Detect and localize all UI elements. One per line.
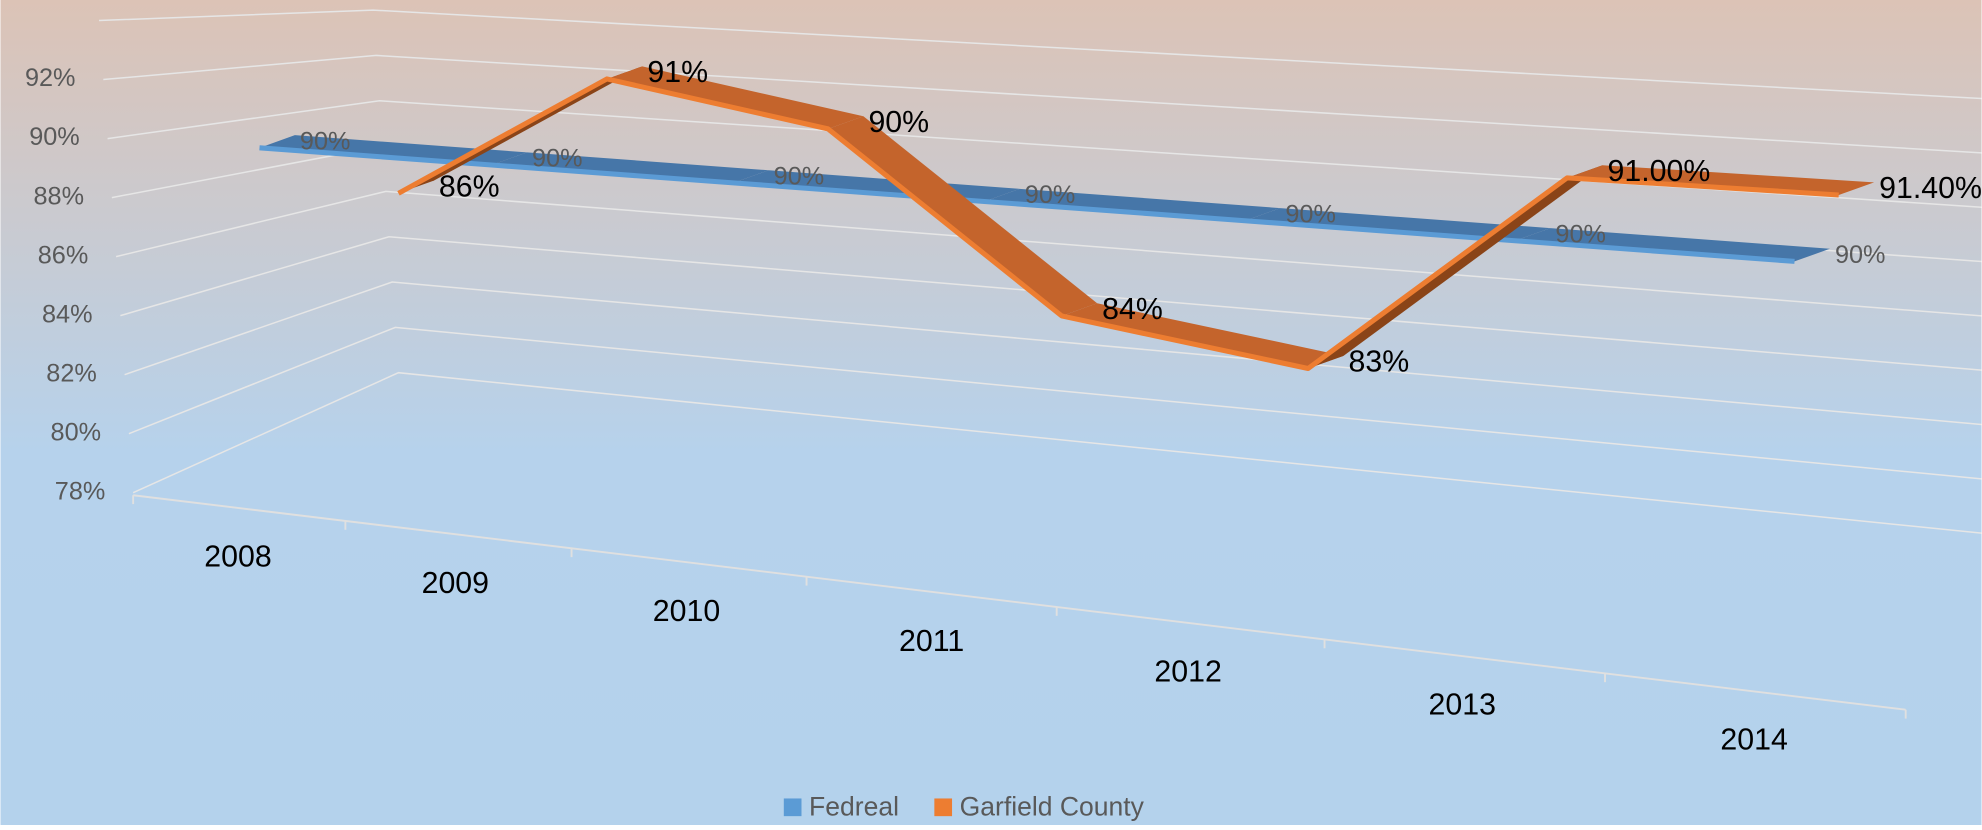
x-tick-label: 2012 <box>1154 655 1221 688</box>
data-label: 90% <box>1285 200 1336 228</box>
y-tick-label: 84% <box>42 300 93 328</box>
data-label: 90% <box>532 145 583 173</box>
x-tick-label: 2010 <box>653 595 720 628</box>
x-tick-label: 2008 <box>204 540 271 573</box>
y-tick-label: 90% <box>29 123 80 151</box>
y-tick-label: 80% <box>51 418 102 446</box>
x-tick-label: 2014 <box>1720 724 1787 757</box>
grid-line <box>107 99 1982 208</box>
y-tick-label: 78% <box>55 477 106 505</box>
data-label: 84% <box>1102 293 1163 326</box>
legend-swatch <box>783 798 802 817</box>
y-tick-label: 92% <box>25 64 76 92</box>
data-label: 91.40% <box>1879 172 1982 205</box>
data-label: 86% <box>439 170 500 203</box>
grid-line <box>128 326 1982 480</box>
ribbon-face <box>984 188 1281 221</box>
legend-label: Garfield County <box>960 792 1145 822</box>
wall-edge <box>99 9 1982 100</box>
ribbon-face <box>1061 303 1344 369</box>
data-label: 90% <box>1555 220 1606 248</box>
y-tick-label: 82% <box>46 359 97 387</box>
ribbon-face <box>1514 228 1830 262</box>
x-tick-label: 2009 <box>422 567 489 600</box>
data-label: 90% <box>300 127 351 155</box>
x-tick-label: 2011 <box>899 625 964 658</box>
grid-line <box>124 281 1982 426</box>
x-tick-label: 2013 <box>1429 688 1496 721</box>
series-line <box>259 145 1795 264</box>
ribbon-face <box>1567 165 1875 195</box>
legend-swatch <box>934 798 953 817</box>
data-label: 91.00% <box>1608 155 1711 188</box>
grid-line <box>103 54 1982 154</box>
legend-label: Fedreal <box>809 792 899 822</box>
ribbon-face <box>491 152 769 183</box>
series-line <box>397 76 1839 372</box>
ribbon-face <box>828 116 1098 316</box>
y-tick-label: 88% <box>33 182 84 210</box>
data-label: 90% <box>868 106 929 139</box>
data-label: 83% <box>1349 345 1410 378</box>
ribbon-face <box>1308 165 1603 369</box>
ribbon-face <box>1244 208 1551 241</box>
grid-line <box>132 371 1982 534</box>
data-label: 90% <box>1025 181 1076 209</box>
grid-line <box>120 235 1982 371</box>
y-tick-label: 86% <box>38 241 89 269</box>
data-label: 90% <box>1835 241 1886 269</box>
x-axis <box>133 494 1906 711</box>
ribbon-face <box>606 66 864 129</box>
data-label: 91% <box>647 56 708 89</box>
data-label: 90% <box>774 162 825 190</box>
